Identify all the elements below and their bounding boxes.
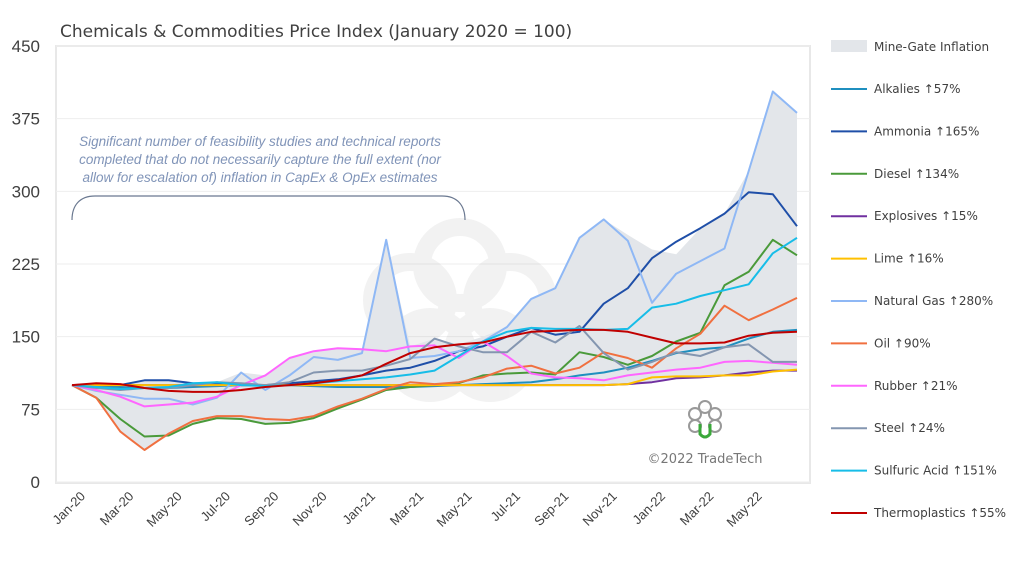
x-tick-label: May-21 [434, 489, 475, 530]
series-lines [71, 90, 798, 451]
legend-label: Thermoplastics ↑55% [873, 506, 1006, 520]
y-tick-label: 75 [21, 400, 40, 419]
legend-label: Alkalies ↑57% [874, 82, 960, 96]
x-tick-label: Jan-20 [49, 489, 88, 528]
x-tick-label: Jan-21 [339, 489, 378, 528]
legend-label: Steel ↑24% [874, 421, 945, 435]
chart-title: Chemicals & Commodities Price Index (Jan… [60, 22, 572, 42]
x-tick-label: May-20 [144, 489, 185, 530]
legend-swatch-mine-gate-inflation [831, 40, 867, 52]
x-tick-label: Sep-20 [241, 489, 281, 529]
x-tick-label: Jan-22 [629, 489, 668, 528]
x-tick-label: Nov-21 [580, 489, 620, 529]
legend-label: Natural Gas ↑280% [874, 294, 993, 308]
x-tick-label: Jul-20 [197, 489, 233, 525]
x-tick-label: Jul-21 [487, 489, 523, 525]
x-tick-label: May-22 [724, 489, 765, 530]
x-tick-label: Mar-22 [677, 489, 717, 529]
y-axis: 0 75 150 225 300 375 450 [12, 37, 40, 492]
legend-label: Mine-Gate Inflation [874, 40, 989, 54]
annotation-line: completed that do not necessarily captur… [79, 152, 441, 167]
y-tick-label: 225 [12, 255, 40, 274]
series-line-thermoplastics [71, 328, 798, 393]
legend-label: Rubber ↑21% [874, 379, 958, 393]
annotation-bracket [71, 195, 466, 221]
y-tick-label: 300 [12, 182, 40, 201]
series-line-steel [71, 325, 797, 391]
series-line-oil [71, 296, 798, 451]
y-tick-label: 0 [31, 473, 40, 492]
legend-label: Oil ↑90% [874, 336, 931, 350]
legend: Mine-Gate Inflation Alkalies ↑57% Ammonia … [831, 40, 1006, 520]
series-line-sulfuric [71, 236, 798, 390]
legend-label: Diesel ↑134% [874, 167, 959, 181]
legend-label: Lime ↑16% [874, 252, 944, 266]
copyright-text: ©2022 TradeTech [648, 452, 763, 467]
legend-label: Explosives ↑15% [874, 209, 978, 223]
x-tick-label: Sep-21 [531, 489, 571, 529]
annotation: Significant number of feasibility studie… [71, 134, 466, 221]
x-axis: Jan-20 Mar-20 May-20 Jul-20 Sep-20 Nov-20 Jan-… [49, 489, 764, 530]
series-line-rubber [71, 340, 798, 408]
series-line-natural [71, 90, 798, 406]
legend-label: Ammonia ↑165% [874, 124, 979, 138]
annotation-line: allow for escalation of) inflation in Ca… [83, 170, 438, 185]
tradetech-logo [688, 400, 722, 439]
y-tick-label: 375 [12, 110, 40, 129]
x-tick-label: Nov-20 [290, 489, 330, 529]
x-tick-label: Mar-20 [97, 489, 137, 529]
y-tick-label: 450 [12, 37, 40, 56]
y-tick-label: 150 [12, 328, 40, 347]
legend-label: Sulfuric Acid ↑151% [874, 464, 997, 478]
x-tick-label: Mar-21 [387, 489, 427, 529]
annotation-line: Significant number of feasibility studie… [79, 134, 441, 149]
